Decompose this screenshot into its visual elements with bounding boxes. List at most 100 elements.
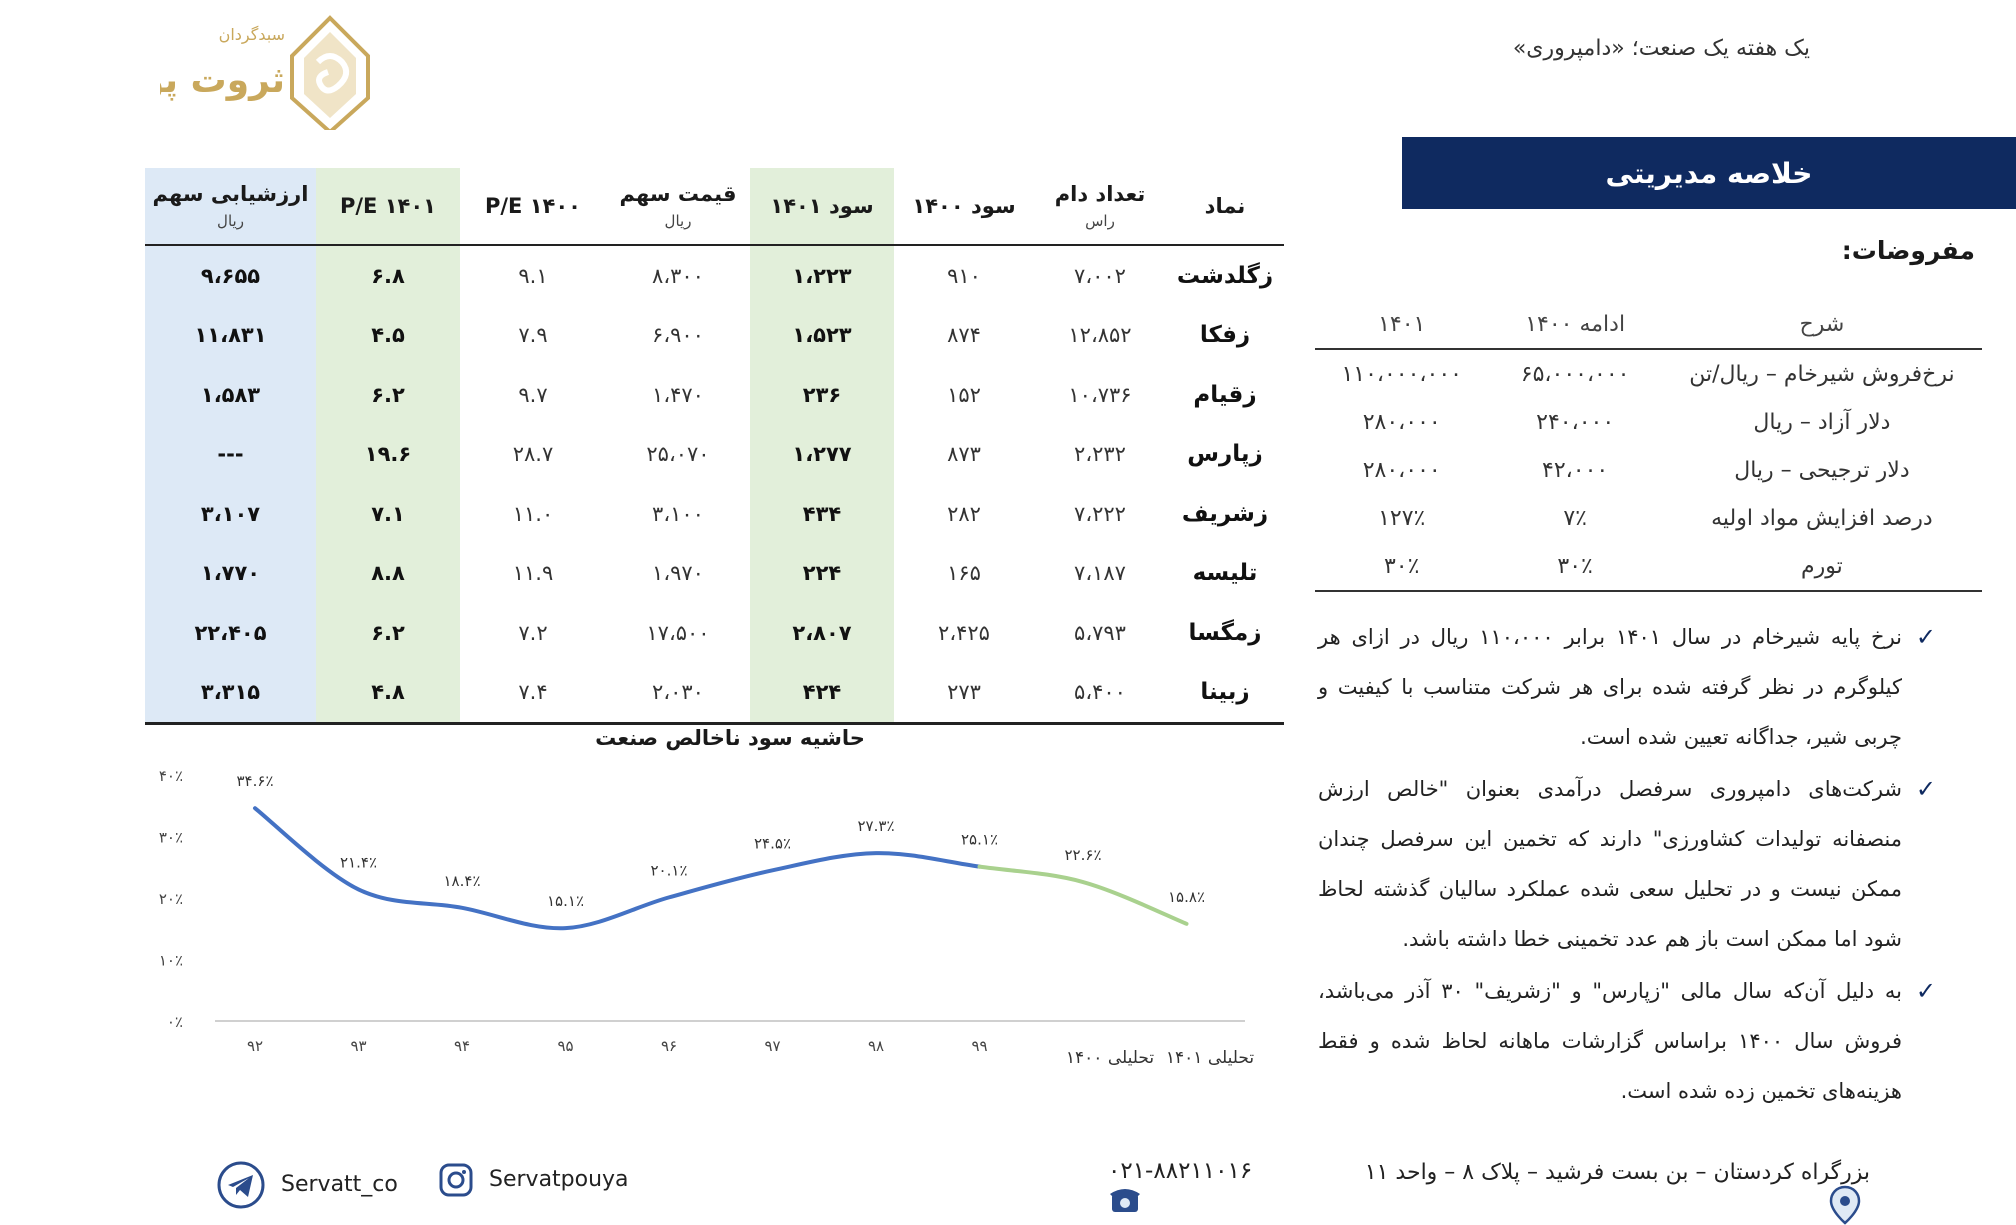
assumptions-header: ادامه ۱۴۰۰ [1488, 300, 1662, 350]
table-row: زفکا ۱۲،۸۵۲ ۸۷۴ ۱،۵۲۳ ۶،۹۰۰ ۷.۹ ۴.۵ ۱۱،۸۳۱ [145, 305, 1284, 365]
x-tick-label: ۹۹ [971, 1037, 987, 1055]
data-label: ۲۵.۱٪ [961, 831, 998, 849]
table-row: زقیام ۱۰،۷۳۶ ۱۵۲ ۲۳۶ ۱،۴۷۰ ۹.۷ ۶.۲ ۱،۵۸۳ [145, 365, 1284, 425]
cell-pe-1400: ۹.۱ [518, 263, 548, 288]
data-label: ۲۴.۵٪ [754, 834, 791, 852]
cell-valuation: ۳،۳۱۵ [145, 662, 316, 725]
summary-bullets: ✓ نرخ پایه شیرخام در سال ۱۴۰۱ برابر ۱۱۰،… [1318, 612, 1936, 1118]
assumption-1400: ۴۲،۰۰۰ [1542, 457, 1609, 483]
cell-valuation: ۱،۷۷۰ [145, 543, 316, 603]
cell-profit-1401: ۱،۵۲۳ [750, 305, 894, 365]
col-header-livestock: تعداد دام راس [1034, 168, 1166, 246]
cell-pe-1401: ۴.۵ [316, 305, 460, 365]
x-tick-label: تحلیلی ۱۴۰۱ [1166, 1048, 1254, 1068]
cell-valuation: ۹،۶۵۵ [145, 245, 316, 306]
logo-subtitle: سبدگردان [219, 25, 285, 45]
bullet-text: نرخ پایه شیرخام در سال ۱۴۰۱ برابر ۱۱۰،۰۰… [1318, 625, 1902, 749]
valuation-table: نماد تعداد دام راس سود ۱۴۰۰ سود ۱۴۰۱ قیمت… [145, 168, 1284, 725]
page-title: یک هفته یک صنعت؛ «دامپروری» [1512, 36, 1810, 61]
cell-pe-1400: ۷.۹ [518, 323, 548, 348]
y-tick-label: ۱۰٪ [159, 952, 183, 970]
table-row: زگلدشت ۷،۰۰۲ ۹۱۰ ۱،۲۲۳ ۸،۳۰۰ ۹.۱ ۶.۸ ۹،۶۵۵ [145, 245, 1284, 306]
assumptions-row: دلار ترجیحی – ریال ۴۲،۰۰۰ ۲۸۰،۰۰۰ [1315, 446, 1982, 494]
table-row: زبینا ۵،۴۰۰ ۲۷۳ ۴۲۴ ۲،۰۳۰ ۷.۴ ۴.۸ ۳،۳۱۵ [145, 662, 1284, 725]
cell-profit-1400: ۸۷۴ [947, 323, 981, 348]
col-header-symbol: نماد [1166, 168, 1284, 246]
cell-profit-1400: ۲۸۲ [947, 501, 981, 526]
logo-name: ثروت پویا [160, 60, 285, 101]
cell-price: ۳،۱۰۰ [652, 501, 704, 526]
summary-banner: خلاصه مدیریتی [1402, 137, 2016, 209]
location-pin-icon [1829, 1185, 1861, 1225]
col-header-pe-1401: P/E ۱۴۰۱ [316, 168, 460, 246]
cell-symbol: زبینا [1166, 662, 1284, 725]
table-row: زشریف ۷،۲۲۲ ۲۸۲ ۴۳۴ ۳،۱۰۰ ۱۱.۰ ۷.۱ ۳،۱۰۷ [145, 484, 1284, 544]
footer-instagram[interactable]: Servatpouya [438, 1162, 629, 1198]
cell-livestock: ۷،۲۲۲ [1074, 501, 1126, 526]
cell-symbol: زقیام [1193, 381, 1257, 408]
table-row: زمگسا ۵،۷۹۳ ۲،۴۲۵ ۲،۸۰۷ ۱۷،۵۰۰ ۷.۲ ۶.۲ ۲۲،۴۰۵ [145, 603, 1284, 663]
chart-title: حاشیه سود ناخالص صنعت [595, 726, 865, 750]
cell-profit-1401: ۱،۲۲۳ [750, 245, 894, 306]
assumption-1401: ۲۸۰،۰۰۰ [1362, 409, 1441, 435]
series-line-actual [253, 806, 982, 931]
cell-profit-1401: ۴۳۴ [750, 484, 894, 544]
cell-symbol: زفکا [1199, 322, 1251, 349]
cell-valuation: ۱۱،۸۳۱ [145, 305, 316, 365]
assumptions-row: نرخ‌فروش شیرخام – ریال/تن ۶۵،۰۰۰،۰۰۰ ۱۱۰… [1315, 349, 1982, 398]
cell-price: ۸،۳۰۰ [652, 263, 704, 288]
cell-livestock: ۵،۴۰۰ [1034, 662, 1166, 725]
cell-profit-1400: ۹۱۰ [947, 263, 981, 288]
x-tick-label: ۹۷ [764, 1037, 780, 1055]
data-label: ۱۸.۴٪ [444, 872, 481, 890]
checkmark-icon: ✓ [1915, 623, 1936, 651]
cell-pe-1400: ۹.۷ [518, 382, 548, 407]
x-tick-label: ۹۴ [454, 1037, 470, 1055]
bullet-text: شرکت‌های دامپروری سرفصل درآمدی بعنوان "خ… [1318, 777, 1902, 951]
cell-pe-1401: ۴.۸ [316, 662, 460, 725]
x-tick-label: ۹۸ [868, 1037, 884, 1055]
assumption-desc: دلار ترجیحی – ریال [1734, 457, 1910, 483]
cell-pe-1400: ۷.۴ [460, 662, 606, 725]
phone-text: ۰۲۱-۸۸۲۱۱۰۱۶ [1108, 1158, 1253, 1184]
footer-telegram[interactable]: Servatt_co [216, 1160, 398, 1210]
cell-profit-1400: ۸۷۳ [947, 442, 981, 467]
phone-icon [1110, 1189, 1140, 1212]
cell-livestock: ۵،۷۹۳ [1074, 620, 1126, 645]
table-row: زپارس ۲،۲۳۲ ۸۷۳ ۱،۲۷۷ ۲۵،۰۷۰ ۲۸.۷ ۱۹.۶ --- [145, 424, 1284, 484]
cell-price: ۱،۹۷۰ [652, 561, 704, 586]
cell-valuation: --- [145, 424, 316, 484]
assumptions-label: مفروضات: [1841, 236, 1975, 265]
cell-profit-1401: ۲۳۶ [750, 365, 894, 425]
cell-pe-1401: ۶.۲ [316, 603, 460, 663]
cell-valuation: ۱،۵۸۳ [145, 365, 316, 425]
cell-livestock: ۱۲،۸۵۲ [1068, 323, 1132, 348]
assumption-desc: دلار آزاد – ریال [1753, 409, 1891, 435]
data-label: ۲۱.۴٪ [340, 853, 377, 871]
col-header-valuation: ارزشیابی سهم ریال [145, 168, 316, 246]
y-tick-label: ۲۰٪ [159, 890, 183, 908]
assumption-1401: ۲۸۰،۰۰۰ [1362, 457, 1441, 483]
cell-valuation: ۳،۱۰۷ [145, 484, 316, 544]
cell-pe-1401: ۶.۲ [316, 365, 460, 425]
assumption-desc: درصد افزایش مواد اولیه [1711, 505, 1933, 531]
assumptions-header: شرح [1661, 300, 1982, 350]
x-tick-label: ۹۶ [661, 1037, 677, 1055]
y-tick-label: ۰٪ [167, 1013, 183, 1031]
col-header-pe-1400: P/E ۱۴۰۰ [460, 168, 606, 246]
footer-phone[interactable]: ۰۲۱-۸۸۲۱۱۰۱۶ [1108, 1158, 1278, 1216]
cell-symbol: زگلدشت [1176, 262, 1274, 289]
cell-price: ۲۵،۰۷۰ [646, 442, 710, 467]
x-tick-label: ۹۳ [350, 1037, 366, 1055]
cell-livestock: ۷،۱۸۷ [1074, 561, 1126, 586]
cell-price: ۱،۴۷۰ [652, 382, 704, 407]
cell-price: ۱۷،۵۰۰ [646, 620, 710, 645]
cell-profit-1400: ۲،۴۲۵ [938, 620, 990, 645]
assumption-1401: ۱۲۷٪ [1378, 505, 1426, 531]
assumption-1400: ۳۰٪ [1488, 542, 1662, 592]
bullet-text: به دلیل آن‌که سال مالی "زپارس" و "زشریف"… [1318, 979, 1902, 1103]
cell-symbol: زمگسا [1188, 619, 1262, 646]
cell-symbol: زشریف [1181, 500, 1269, 527]
checkmark-icon: ✓ [1915, 977, 1936, 1005]
company-logo: سبدگردان ثروت پویا [115, 10, 390, 135]
